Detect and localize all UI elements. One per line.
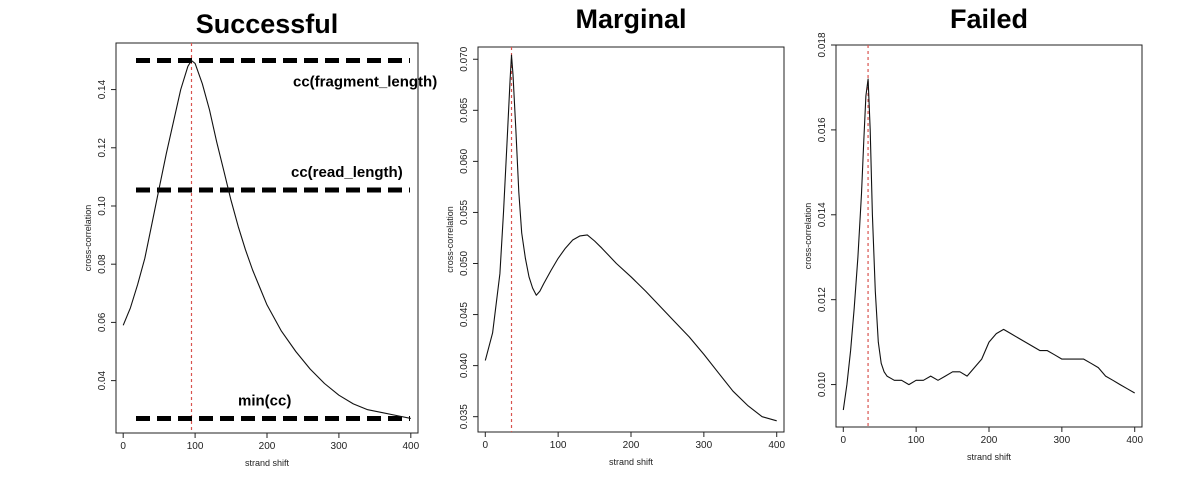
y-tick-label: 0.018 <box>817 32 828 57</box>
chart-title: Marginal <box>575 4 686 34</box>
series-line <box>484 54 777 422</box>
reference-label: cc(read_length) <box>291 164 403 181</box>
y-tick-label: 0.06 <box>97 312 108 332</box>
chart-title: Successful <box>196 9 339 39</box>
y-tick-label: 0.10 <box>97 196 108 216</box>
y-tick-label: 0.050 <box>459 251 470 276</box>
x-tick-label: 100 <box>187 441 204 452</box>
x-tick-label: 300 <box>1054 435 1071 446</box>
plot-frame <box>477 46 785 433</box>
x-tick-label: 400 <box>768 440 785 451</box>
series-line <box>842 78 1135 411</box>
y-tick-label: 0.012 <box>817 287 828 312</box>
y-tick-label: 0.065 <box>459 97 470 122</box>
y-tick-label: 0.014 <box>817 202 828 227</box>
x-tick-label: 0 <box>841 435 847 446</box>
y-tick-label: 0.070 <box>459 46 470 71</box>
x-axis-label: strand shift <box>609 457 654 467</box>
x-tick-label: 200 <box>623 440 640 451</box>
y-tick-label: 0.04 <box>97 370 108 390</box>
panel-marginal: Marginal 0 100 200 300 400 0.035 0.040 0.045 0.05… <box>445 4 785 467</box>
reference-label: min(cc) <box>238 392 291 409</box>
series-line <box>122 59 411 419</box>
x-tick-label: 400 <box>402 441 419 452</box>
y-tick-label: 0.045 <box>459 302 470 327</box>
y-tick-label: 0.14 <box>97 79 108 99</box>
x-tick-label: 0 <box>120 441 126 452</box>
y-axis-label: cross-correlation <box>83 205 93 272</box>
x-tick-label: 200 <box>259 441 276 452</box>
plot-frame <box>115 42 419 434</box>
x-tick-label: 100 <box>908 435 925 446</box>
panel-failed: Failed 0 100 200 300 400 0.010 0.012 0.014 0.016 0… <box>803 4 1143 462</box>
x-axis-label: strand shift <box>245 458 290 468</box>
x-tick-label: 100 <box>550 440 567 451</box>
y-tick-label: 0.08 <box>97 254 108 274</box>
x-tick-label: 400 <box>1126 435 1143 446</box>
y-tick-label: 0.055 <box>459 199 470 224</box>
reference-label: cc(fragment_length) <box>293 73 437 90</box>
y-axis-label: cross-correlation <box>803 203 813 270</box>
x-tick-label: 300 <box>331 441 348 452</box>
x-axis-label: strand shift <box>967 452 1012 462</box>
x-tick-label: 0 <box>483 440 489 451</box>
chart-title: Failed <box>950 4 1028 34</box>
x-tick-label: 300 <box>696 440 713 451</box>
y-tick-label: 0.040 <box>459 353 470 378</box>
x-tick-label: 200 <box>981 435 998 446</box>
panel-successful: Successful 0 100 200 300 400 0.04 0.06 0.08 0.10 0… <box>83 9 437 468</box>
y-tick-label: 0.016 <box>817 117 828 142</box>
y-tick-label: 0.010 <box>817 372 828 397</box>
y-tick-label: 0.060 <box>459 148 470 173</box>
plot-frame <box>835 44 1143 428</box>
y-tick-label: 0.035 <box>459 404 470 429</box>
y-axis-label: cross-correlation <box>445 206 455 273</box>
y-tick-label: 0.12 <box>97 138 108 158</box>
